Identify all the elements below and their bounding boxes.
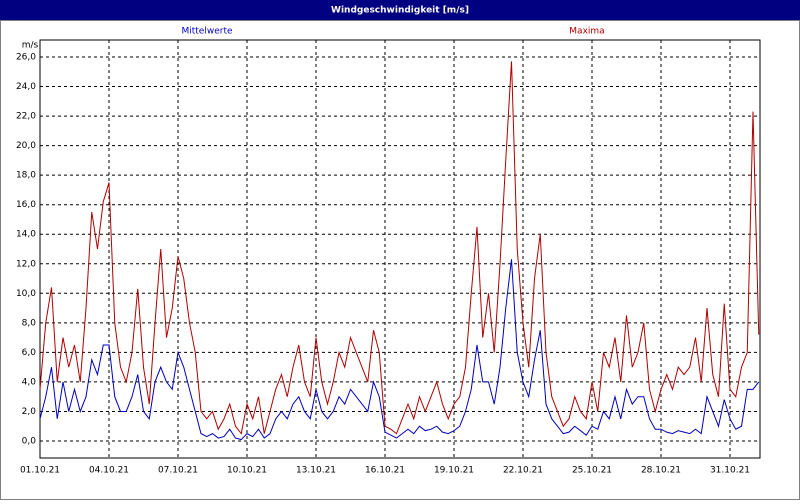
- y-tick-label: 4,0: [22, 377, 37, 387]
- x-tick-label: 13.10.21: [296, 466, 336, 476]
- x-tick-label: 04.10.21: [89, 466, 129, 476]
- x-tick-label: 19.10.21: [434, 466, 474, 476]
- y-tick-label: 2,0: [22, 407, 37, 417]
- y-tick-label: 12,0: [16, 259, 36, 269]
- x-tick-label: 10.10.21: [227, 466, 267, 476]
- y-tick-label: 14,0: [16, 230, 36, 240]
- y-axis-label: m/s: [22, 41, 39, 51]
- y-tick-label: 20,0: [16, 141, 36, 151]
- x-tick-label: 07.10.21: [158, 466, 198, 476]
- y-tick-label: 16,0: [16, 200, 36, 210]
- legend-entry: Mittelwerte: [181, 27, 232, 37]
- y-tick-label: 24,0: [16, 82, 36, 92]
- y-tick-label: 8,0: [22, 318, 37, 328]
- y-tick-label: 6,0: [22, 348, 37, 358]
- x-tick-label: 31.10.21: [710, 466, 750, 476]
- data-line: [39, 61, 760, 435]
- chart-title: Windgeschwindigkeit [m/s]: [331, 6, 469, 16]
- x-tick-label: 16.10.21: [365, 466, 405, 476]
- x-tick-label: 25.10.21: [572, 466, 612, 476]
- x-tick-label: 01.10.21: [20, 466, 60, 476]
- frame: [0, 20, 800, 500]
- title-bar: [0, 0, 800, 20]
- legend-entry: Maxima: [569, 27, 604, 37]
- y-tick-label: 10,0: [16, 289, 36, 299]
- y-tick-label: 22,0: [16, 112, 36, 122]
- x-tick-label: 22.10.21: [503, 466, 543, 476]
- plot-area: [39, 39, 761, 459]
- y-tick-label: 18,0: [16, 171, 36, 181]
- data-line: [39, 259, 760, 441]
- x-tick-label: 28.10.21: [641, 466, 681, 476]
- y-tick-label: 0,0: [22, 437, 37, 447]
- y-tick-label: 26,0: [16, 52, 36, 62]
